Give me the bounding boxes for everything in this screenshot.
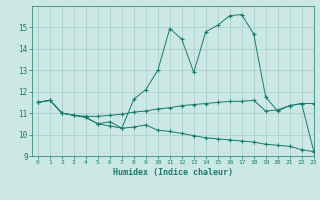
X-axis label: Humidex (Indice chaleur): Humidex (Indice chaleur) [113, 168, 233, 177]
